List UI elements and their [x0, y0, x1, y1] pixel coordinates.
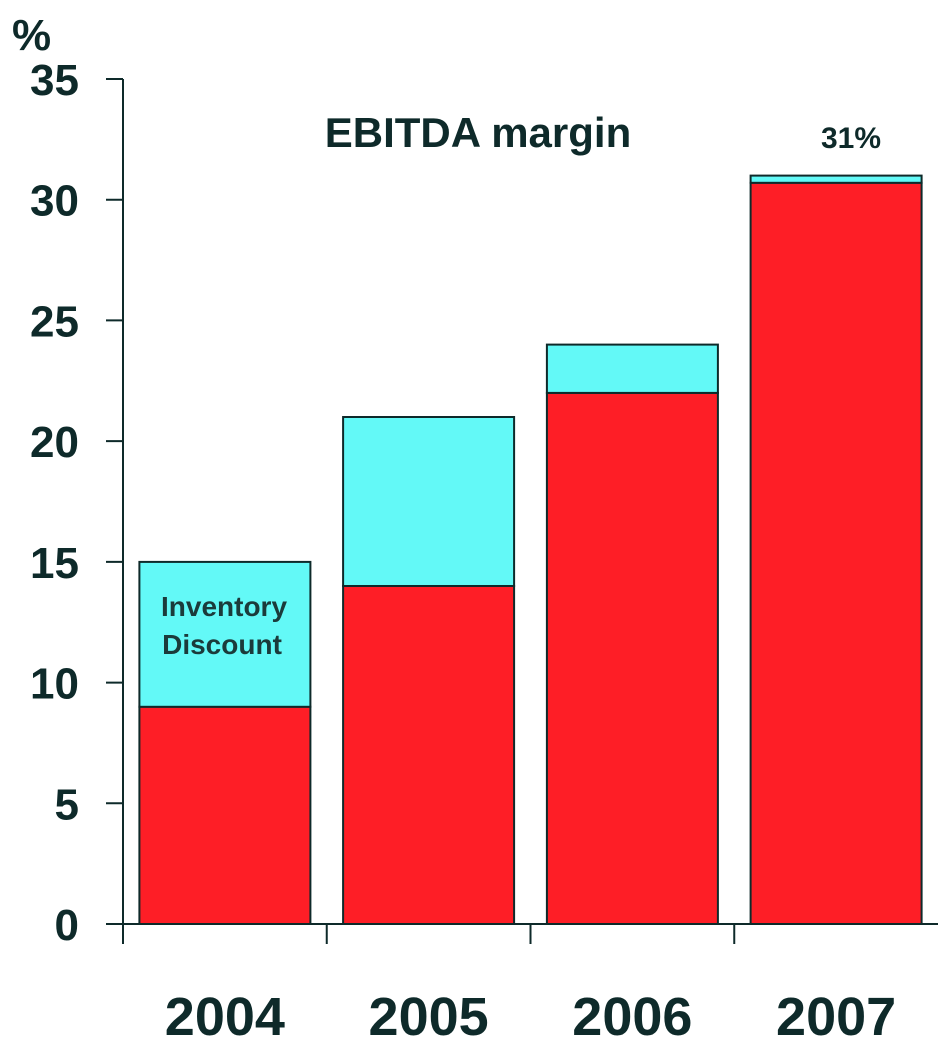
annotation-discount: Discount	[162, 629, 282, 660]
bar-2004-segment-2	[138, 560, 312, 708]
y-tick-label-10: 10	[30, 660, 79, 709]
x-tick-label-2004: 2004	[165, 987, 285, 1041]
y-ticks-group: 0 5 10 15 20 25 30 35	[30, 56, 123, 950]
annotation-inventory: Inventory	[161, 591, 287, 622]
bar-2005-segment-1	[342, 585, 516, 925]
bar-2006-segment-1	[545, 391, 719, 925]
y-tick-label-30: 30	[30, 177, 79, 226]
y-unit-label: %	[12, 11, 51, 60]
y-tick-label-5: 5	[55, 780, 79, 829]
bar-2005-segment-2	[342, 416, 516, 587]
x-ticks-group: 2004 2005 2006 2007	[122, 924, 896, 1041]
bar-2007-segment-2	[749, 174, 923, 184]
bar-2004-segment-1	[138, 705, 312, 926]
y-tick-label-20: 20	[30, 418, 79, 467]
y-tick-label-15: 15	[30, 539, 79, 588]
bar-2007-segment-1	[749, 181, 923, 926]
x-tick-label-2005: 2005	[369, 987, 489, 1041]
y-tick-label-35: 35	[30, 56, 79, 105]
total-label-2007: 31%	[821, 122, 881, 155]
bars-group	[138, 174, 923, 926]
y-tick-label-0: 0	[55, 901, 79, 950]
y-tick-label-25: 25	[30, 297, 79, 346]
x-tick-label-2007: 2007	[776, 987, 896, 1041]
x-tick-label-2006: 2006	[572, 987, 692, 1041]
bar-2006-segment-2	[545, 343, 719, 394]
chart-title: EBITDA margin	[325, 109, 631, 156]
